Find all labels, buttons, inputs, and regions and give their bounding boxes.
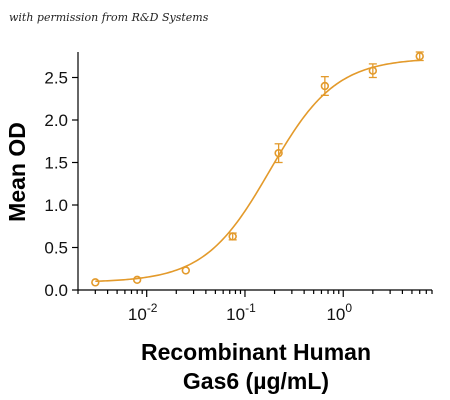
- data-point: [132, 275, 142, 284]
- x-tick-label: 100: [326, 301, 352, 324]
- data-point: [415, 52, 424, 61]
- x-tick-label: 10-1: [226, 301, 256, 324]
- y-tick-label: 0.5: [44, 239, 68, 258]
- data-point: [181, 266, 191, 275]
- y-tick-label: 2.0: [44, 111, 68, 130]
- fit-curve: [95, 59, 420, 283]
- y-tick-label: 0.0: [44, 281, 68, 300]
- data-point: [274, 148, 283, 158]
- y-tick-label: 1.5: [44, 154, 68, 173]
- x-tick-label: 10-2: [128, 301, 158, 324]
- data-point: [368, 66, 378, 75]
- y-tick-label: 1.0: [44, 196, 68, 215]
- data-point: [91, 278, 100, 287]
- x-axis-title-line2: Gas6 (µg/mL): [183, 368, 329, 394]
- plot-area: 0.0 0.5 1.0 1.5 2.0 2.5 10-2 10-1 100: [44, 51, 433, 324]
- data-point: [320, 81, 330, 91]
- y-tick-label: 2.5: [44, 69, 68, 88]
- x-axis-title-line1: Recombinant Human: [141, 339, 371, 365]
- y-axis-title: Mean OD: [4, 122, 30, 222]
- data-point: [228, 232, 237, 241]
- credit-text: with permission from R&D Systems: [9, 11, 209, 24]
